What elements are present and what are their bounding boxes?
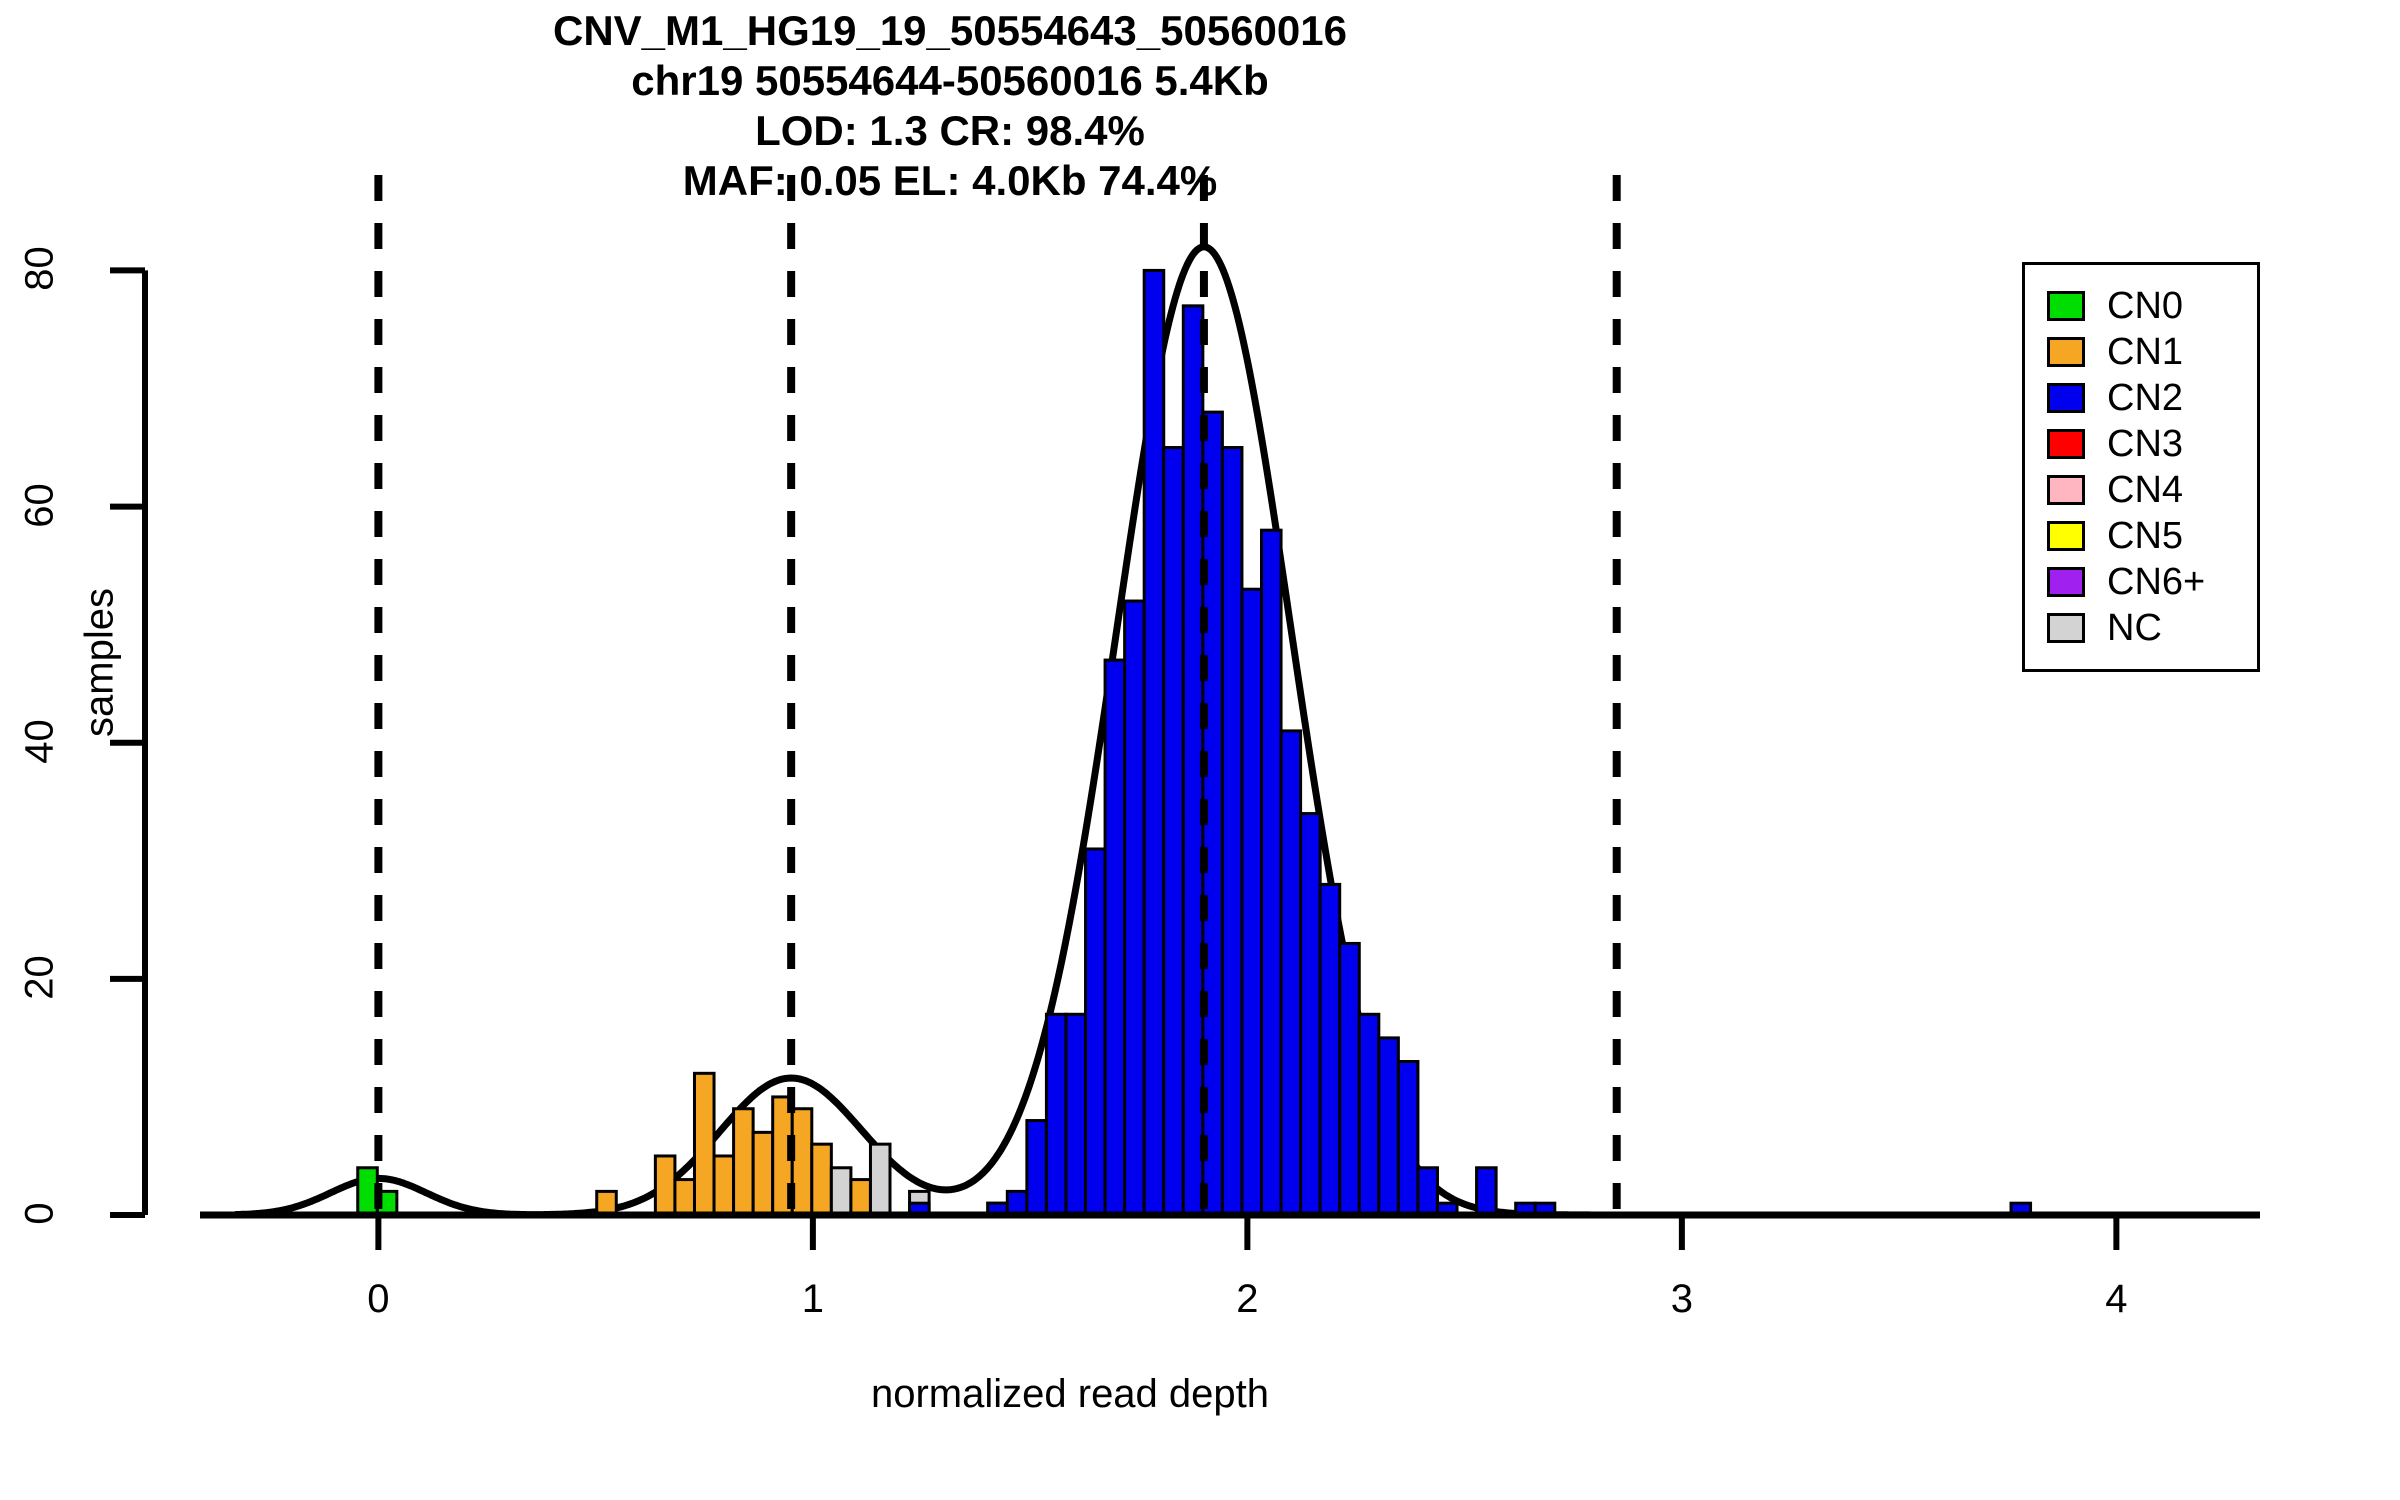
histogram-bar (1220, 446, 1244, 1217)
legend-swatch-icon (2047, 383, 2085, 413)
histogram-bar (751, 1130, 775, 1217)
legend-item-label: CN5 (2107, 515, 2184, 557)
histogram-bar (1142, 268, 1166, 1217)
y-axis-tick-label: 40 (17, 718, 62, 764)
histogram-bar (1338, 941, 1361, 1217)
histogram-bar (1181, 304, 1205, 1217)
legend-item-cn5[interactable]: CN5 (2025, 513, 2257, 559)
histogram-bar (1240, 587, 1264, 1217)
x-axis-tick-label: 0 (367, 1277, 390, 1321)
histogram-bar (653, 1154, 677, 1217)
histogram-bar (1396, 1060, 1420, 1217)
y-axis-tick-label: 20 (17, 955, 62, 1000)
legend-item-cn4[interactable]: CN4 (2025, 467, 2257, 513)
legend-swatch-icon (2047, 521, 2085, 551)
legend-swatch-icon (2047, 613, 2085, 643)
title-line-cnv-id: CNV_M1_HG19_19_50554643_50560016 (553, 7, 1347, 54)
x-axis-tick-label: 2 (1236, 1277, 1259, 1321)
histogram-bar (790, 1107, 814, 1217)
histogram-bar (712, 1154, 736, 1217)
legend-item-label: CN1 (2107, 331, 2184, 373)
legend-item-nc[interactable]: NC (2025, 605, 2257, 651)
copy-number-legend: CN0 CN1 CN2 CN3 CN4 CN5 CN6+ NC (2022, 262, 2260, 672)
histogram-bar (1044, 1012, 1068, 1217)
legend-item-label: CN3 (2107, 423, 2184, 465)
legend-item-label: CN0 (2107, 285, 2184, 327)
histogram-bar (1162, 446, 1185, 1217)
title-line-maf-el: MAF: 0.05 EL: 4.0Kb 74.4% (682, 157, 1218, 204)
histogram-bar (1416, 1166, 1439, 1217)
histogram-bar (1357, 1012, 1381, 1217)
histogram-bar (868, 1142, 892, 1217)
histogram-bar (1475, 1166, 1498, 1217)
y-axis-tick-label: 0 (17, 1202, 62, 1225)
histogram-bar (849, 1178, 872, 1217)
legend-swatch-icon (2047, 429, 2085, 459)
x-axis-tick-label: 1 (801, 1277, 824, 1321)
legend-item-cn2[interactable]: CN2 (2025, 375, 2257, 421)
legend-item-label: CN4 (2107, 469, 2184, 511)
histogram-bars-group (356, 268, 2033, 1217)
histogram-bar (732, 1107, 755, 1217)
histogram-bar (595, 1189, 618, 1217)
legend-item-cn3[interactable]: CN3 (2025, 421, 2257, 467)
legend-item-label: CN6+ (2107, 561, 2206, 603)
x-axis-label: normalized read depth (870, 1372, 1270, 1416)
histogram-bar (829, 1166, 853, 1217)
title-line-lod-cr: LOD: 1.3 CR: 98.4% (755, 107, 1145, 154)
legend-swatch-icon (2047, 567, 2085, 597)
histogram-bar (1064, 1012, 1088, 1217)
histogram-bar (1025, 1119, 1048, 1217)
y-axis-tick-label: 80 (17, 246, 62, 292)
figure-title: CNV_M1_HG19_19_50554643_50560016 chr19 5… (0, 6, 1900, 206)
histogram-bar (1377, 1036, 1400, 1217)
histogram-bar (1005, 1189, 1029, 1217)
histogram-bar (1318, 882, 1342, 1217)
title-line-locus: chr19 50554644-50560016 5.4Kb (631, 57, 1269, 104)
histogram-bar (810, 1142, 833, 1217)
legend-item-cn1[interactable]: CN1 (2025, 329, 2257, 375)
histogram-bar (1084, 847, 1107, 1217)
histogram-bar (356, 1166, 379, 1217)
histogram-bar (1279, 729, 1303, 1217)
legend-item-label: NC (2107, 607, 2162, 649)
y-axis-tick-label: 60 (17, 482, 62, 528)
legend-swatch-icon (2047, 475, 2085, 505)
histogram-bar (1299, 812, 1322, 1217)
histogram-bar (692, 1071, 716, 1217)
axes-group (110, 267, 2260, 1250)
legend-swatch-icon (2047, 291, 2085, 321)
legend-item-cn0[interactable]: CN0 (2025, 283, 2257, 329)
legend-item-label: CN2 (2107, 377, 2184, 419)
expected-copy-number-lines-group (374, 175, 1621, 1215)
legend-item-cn6plus[interactable]: CN6+ (2025, 559, 2257, 605)
histogram-bar (1123, 599, 1146, 1217)
histogram-bar (1260, 528, 1283, 1217)
histogram-bar (1103, 658, 1127, 1217)
histogram-bar (673, 1178, 696, 1217)
x-axis-tick-label: 4 (2105, 1277, 2128, 1321)
legend-swatch-icon (2047, 337, 2085, 367)
x-axis-tick-label: 3 (1670, 1277, 1693, 1321)
